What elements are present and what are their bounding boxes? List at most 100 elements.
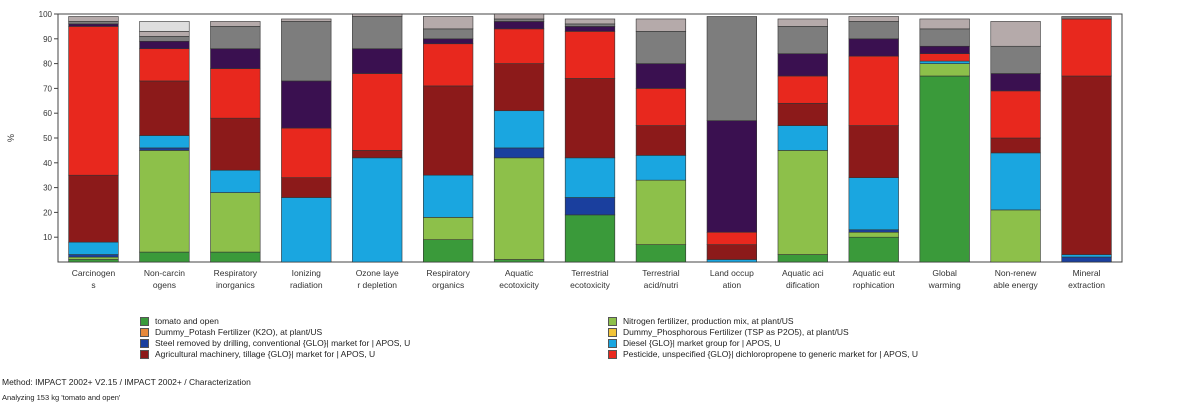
bar-segment (1061, 18, 1112, 77)
bar-segment (635, 88, 687, 126)
bar-segment (919, 60, 970, 64)
bar-segment (564, 18, 616, 25)
legend-label: Nitrogen fertilizer, production mix, at … (623, 316, 794, 326)
bar-segment (139, 80, 190, 136)
bar-segment (423, 38, 474, 45)
legend-label: Dummy_Potash Fertilizer (K2O), at plant/… (155, 327, 323, 337)
bar-segment (281, 18, 332, 22)
bar-segment (706, 231, 757, 245)
bar-segment (564, 23, 616, 27)
x-category-label: r depletion (357, 280, 397, 290)
bar-stack (1061, 16, 1112, 263)
bar-segment (848, 55, 899, 126)
bar-segment (919, 45, 970, 54)
bar-segment (777, 75, 828, 104)
bar-stack (706, 16, 757, 263)
bar-segment (990, 137, 1041, 154)
x-category-label: Respiratory (214, 268, 258, 278)
bar-stack (564, 18, 616, 263)
y-tick-label: 20 (43, 208, 52, 217)
bar-segment (493, 18, 545, 22)
bar-segment (281, 21, 332, 82)
bar-segment (990, 21, 1041, 47)
bar-segment (777, 18, 828, 27)
bar-segment (919, 28, 970, 47)
bar-segment (352, 16, 403, 50)
bar-stack (990, 21, 1041, 263)
bar-segment (423, 85, 474, 176)
stacked-bar-chart: 10 20 30 40 50 60 70 80 90 100% Carcinogen s Non-car… (6, 10, 1123, 290)
bar-segment (706, 120, 757, 233)
x-category-label: Ozone laye (356, 268, 399, 278)
bar-stack (493, 13, 545, 263)
bar-segment (139, 150, 190, 253)
y-tick-label: 60 (43, 109, 52, 118)
bar-segment (352, 150, 403, 159)
legend-label: Steel removed by drilling, conventional … (155, 338, 411, 348)
legend-swatch (608, 316, 617, 326)
bar-segment (68, 23, 119, 27)
bar-segment (68, 16, 119, 22)
bar-segment (423, 217, 474, 240)
x-category-label: Terrestrial (571, 268, 608, 278)
bar-segment (210, 48, 261, 69)
legend-swatch (608, 327, 617, 337)
bar-segment (352, 157, 403, 263)
bar-segment (352, 13, 403, 17)
x-category-label: organics (432, 280, 464, 290)
bar-segment (210, 169, 261, 193)
bar-segment (493, 157, 545, 260)
bar-segment (777, 125, 828, 151)
legend-swatch (608, 349, 617, 359)
bar-segment (848, 229, 899, 233)
y-tick-label: 80 (43, 60, 52, 69)
bar-segment (706, 259, 757, 263)
x-category-label: able energy (993, 280, 1038, 290)
bar-segment (564, 214, 616, 263)
legend-label: Dummy_Phosphorous Fertilizer (TSP as P2O… (623, 327, 849, 337)
legend-swatch (140, 327, 149, 337)
x-category-label: Non-renew (995, 268, 1037, 278)
bar-segment (919, 18, 970, 30)
bar-segment (1061, 254, 1112, 258)
bar-segment (1061, 75, 1112, 255)
bar-segment (848, 236, 899, 263)
bar-stack (210, 21, 261, 263)
bar-segment (990, 90, 1041, 139)
bar-segment (635, 125, 687, 156)
x-category-label: Non-carcin (144, 268, 185, 278)
bar-segment (990, 209, 1041, 263)
x-category-label: dification (786, 280, 820, 290)
y-tick-label: 10 (43, 233, 52, 242)
bar-segment (210, 117, 261, 171)
bar-segment (635, 18, 687, 32)
bar-segment (564, 26, 616, 32)
bar-segment (139, 31, 190, 37)
bar-segment (423, 43, 474, 87)
x-category-label: radiation (290, 280, 323, 290)
bar-segment (777, 53, 828, 77)
bar-segment (210, 26, 261, 50)
x-category-label: rophication (853, 280, 895, 290)
x-category-label: ogens (153, 280, 176, 290)
bar-segment (493, 110, 545, 149)
y-tick-label: 100 (39, 10, 53, 19)
bar-segment (139, 36, 190, 42)
y-axis-label: % (6, 134, 16, 142)
bar-segment (210, 192, 261, 253)
x-category-label: Respiratory (426, 268, 470, 278)
legend-item: Nitrogen fertilizer, production mix, at … (608, 316, 794, 326)
bar-segment (706, 244, 757, 260)
bar-segment (493, 63, 545, 112)
analyzing-caption: Analyzing 153 kg 'tomato and open' (2, 393, 121, 402)
bar-segment (777, 102, 828, 126)
bar-segment (423, 239, 474, 263)
bar-segment (919, 53, 970, 62)
bar-segment (990, 45, 1041, 74)
bar-segment (352, 73, 403, 151)
x-category-label: Global (932, 268, 957, 278)
x-category-label: Mineral (1073, 268, 1101, 278)
bar-segment (564, 157, 616, 198)
bar-segment (635, 244, 687, 263)
x-category-label: Land occup (710, 268, 754, 278)
